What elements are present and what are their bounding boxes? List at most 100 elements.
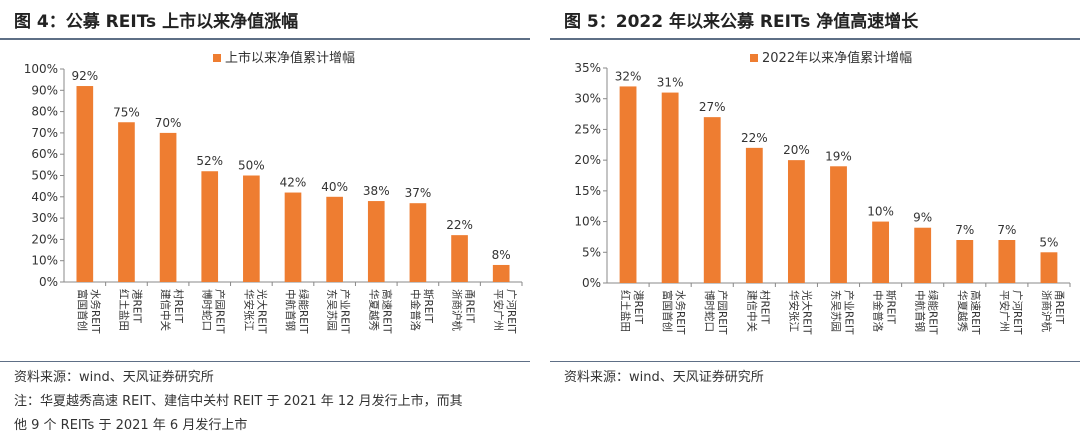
bar (956, 240, 974, 283)
figure-5-panel: 图 5：2022 年以来公募 REITs 净值高速增长 2022年以来净值累计增… (550, 0, 1080, 435)
bar (661, 92, 679, 283)
category-label: 光大REIT (800, 290, 813, 335)
bar (367, 201, 385, 282)
category-label: 中航首钢 (284, 289, 297, 331)
category-label: 平安广州 (492, 289, 505, 331)
legend-swatch (750, 54, 758, 62)
bar (76, 86, 94, 282)
source-divider (550, 361, 1080, 362)
category-label: 水务REIT (89, 289, 102, 334)
bar (745, 147, 763, 283)
category-label: 华安张江 (787, 290, 800, 332)
category-label: 中金普洛 (872, 290, 885, 332)
y-tick-label: 90% (31, 83, 58, 97)
figure-5-legend: 2022年以来净值累计增幅 (750, 50, 912, 66)
y-tick-label: 30% (31, 211, 58, 225)
category-label: 高速REIT (380, 289, 393, 334)
bar-value-label: 40% (321, 180, 348, 194)
bar-value-label: 70% (155, 116, 182, 130)
category-label: 平安广州 (998, 290, 1011, 332)
bar-value-label: 32% (615, 69, 642, 83)
bar-value-label: 27% (699, 100, 726, 114)
y-tick-label: 50% (31, 169, 58, 183)
bar-value-label: 5% (1039, 235, 1058, 249)
y-tick-label: 40% (31, 190, 58, 204)
category-label: 浙商沪杭 (1040, 290, 1053, 332)
bar-value-label: 8% (492, 248, 511, 262)
category-label: 中航首钢 (914, 290, 927, 332)
category-label: 水务REIT (674, 290, 687, 335)
bar (492, 264, 510, 282)
y-tick-label: 10% (574, 215, 601, 229)
y-tick-label: 35% (574, 61, 601, 75)
category-label: 村REIT (758, 290, 771, 325)
category-label: 富国首创 (76, 289, 89, 331)
bar-value-label: 22% (446, 218, 473, 232)
bar (159, 132, 177, 282)
y-tick-label: 20% (31, 232, 58, 246)
bar-value-label: 9% (913, 211, 932, 225)
figure-5-chart: 2022年以来净值累计增幅 0% 5% 10% 15% 20% 25% 30% 35% 32% 红土… (574, 50, 1071, 335)
bar-value-label: 50% (238, 159, 265, 173)
bar-value-label: 10% (867, 205, 894, 219)
category-label: 东吴苏园 (830, 290, 843, 332)
category-label: 广河REIT (505, 289, 517, 334)
bar-value-label: 37% (405, 186, 432, 200)
bar-value-label: 22% (741, 131, 768, 145)
bar (243, 175, 260, 282)
category-label: 产园REIT (716, 290, 729, 335)
bar (787, 160, 805, 283)
bar (201, 171, 219, 282)
y-tick-label: 10% (31, 254, 58, 268)
y-tick-label: 100% (24, 62, 58, 76)
bar-value-label: 7% (955, 223, 974, 237)
y-tick-label: 30% (574, 92, 601, 106)
category-label: 华夏越秀 (956, 290, 969, 332)
category-label: 港REIT (632, 290, 644, 325)
figure-4-source: 资料来源：wind、天风证券研究所 (14, 370, 214, 385)
legend-label: 上市以来净值累计增幅 (225, 50, 355, 66)
bar (914, 227, 932, 283)
category-label: 建信中关 (745, 290, 758, 332)
y-tick-label: 70% (31, 126, 58, 140)
title-divider (550, 38, 1080, 40)
y-tick-label: 60% (31, 147, 58, 161)
category-label: 绿能REIT (927, 290, 940, 335)
figure-4-legend: 上市以来净值累计增幅 (213, 50, 355, 66)
y-tick-label: 80% (31, 105, 58, 119)
y-tick-label: 5% (582, 245, 601, 259)
bar-value-label: 20% (783, 143, 810, 157)
bar (998, 240, 1016, 283)
category-label: 村REIT (172, 289, 185, 324)
bar-value-label: 92% (71, 69, 98, 83)
category-label: 东吴苏园 (326, 289, 339, 331)
bar (703, 117, 721, 284)
category-label: 产业REIT (339, 289, 352, 334)
category-label: 中金普洛 (409, 289, 422, 331)
figure-5-source: 资料来源：wind、天风证券研究所 (564, 370, 764, 385)
bar (1040, 252, 1058, 283)
bar-value-label: 42% (280, 176, 307, 190)
category-label: 红土盐田 (117, 289, 130, 331)
category-label: 光大REIT (255, 289, 268, 334)
bar (326, 196, 343, 282)
y-tick-label: 25% (574, 122, 601, 136)
bar-value-label: 38% (363, 184, 390, 198)
legend-swatch (213, 54, 221, 62)
y-tick-label: 15% (574, 184, 601, 198)
bar (830, 166, 847, 283)
source-divider (0, 361, 530, 362)
figure-4-panel: 图 4：公募 REITs 上市以来净值涨幅 上市以来净值累计增幅 0% 10% 20%… (0, 0, 530, 435)
category-label: 广河REIT (1011, 290, 1023, 335)
category-label: 博时蛇口 (703, 290, 716, 332)
bar-value-label: 75% (113, 105, 140, 119)
category-label: 华夏越秀 (367, 289, 380, 331)
figure-4-note-line-2: 他 9 个 REITs 于 2021 年 6 月发行上市 (14, 418, 248, 433)
y-tick-label: 20% (574, 153, 601, 167)
category-label: 斯REIT (422, 289, 435, 324)
bar (619, 86, 637, 283)
y-tick-label: 0% (39, 275, 58, 289)
category-label: 高速REIT (969, 290, 982, 335)
bar (409, 203, 427, 282)
category-label: 富国首创 (661, 290, 674, 332)
